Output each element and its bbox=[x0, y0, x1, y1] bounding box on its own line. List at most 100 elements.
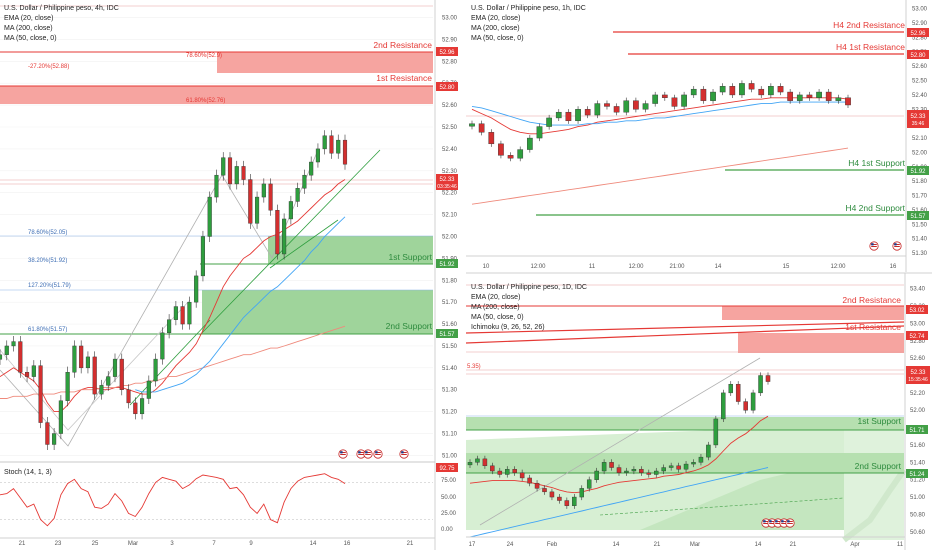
candle bbox=[234, 166, 239, 185]
fib-label: 127.20%(51.79) bbox=[28, 283, 71, 289]
price-tick: 52.60 bbox=[442, 103, 458, 109]
flag-icon[interactable] bbox=[363, 449, 373, 459]
candle bbox=[609, 462, 614, 468]
price-tick: 51.30 bbox=[912, 251, 928, 257]
time-tick: 12:00 bbox=[530, 264, 546, 270]
time-tick: 14 bbox=[310, 541, 317, 547]
price-tick: 52.00 bbox=[442, 234, 458, 240]
candle bbox=[133, 402, 138, 415]
tag: 53.02 bbox=[909, 308, 925, 314]
d1-flags bbox=[761, 518, 795, 528]
d1-moving-averages bbox=[469, 415, 769, 538]
candle bbox=[167, 319, 172, 334]
time-tick: 14 bbox=[613, 542, 620, 548]
d1-time-axis[interactable]: 17 24 Feb 14 21 Mar 14 21 Apr 11 bbox=[469, 542, 904, 548]
candle bbox=[652, 94, 659, 104]
ma-line bbox=[0, 325, 346, 399]
candle bbox=[342, 139, 348, 165]
candle bbox=[336, 139, 341, 154]
h4-title: U.S. Dollar / Philippine peso, 4h, IDC bbox=[4, 5, 119, 12]
candle bbox=[584, 109, 591, 116]
fib-label: 78.60%(52.05) bbox=[28, 230, 67, 236]
candle bbox=[106, 376, 111, 386]
h4-time-axis[interactable]: 21 23 25 Mar 3 7 9 14 16 21 bbox=[19, 541, 414, 547]
d1-zone-2nd-resistance bbox=[722, 306, 904, 320]
tag: 52.96 bbox=[910, 31, 926, 37]
h1-time-axis[interactable]: 10 12:00 11 12:00 21:00 14 15 12:00 16 bbox=[483, 264, 897, 270]
candle bbox=[546, 117, 552, 127]
price-tick: 51.40 bbox=[442, 366, 458, 372]
price-tick: 52.00 bbox=[912, 150, 928, 156]
d1-price-axis[interactable]: 53.4053.2053.0052.8052.6052.4052.2052.00… bbox=[910, 287, 926, 536]
zone-label: H4 2nd Support bbox=[845, 203, 905, 213]
candle bbox=[512, 469, 517, 473]
flag-icon[interactable] bbox=[869, 241, 879, 251]
candle bbox=[241, 166, 246, 180]
svg-text:0.00: 0.00 bbox=[441, 527, 453, 533]
candle bbox=[38, 365, 43, 423]
candle bbox=[194, 275, 199, 303]
price-tick: 51.20 bbox=[442, 410, 458, 416]
zone-label: 1st Support bbox=[858, 416, 902, 426]
price-tick: 52.80 bbox=[910, 339, 926, 345]
time-tick: 24 bbox=[507, 542, 514, 548]
candle bbox=[99, 385, 104, 395]
flag-icon[interactable] bbox=[785, 518, 795, 528]
flag-icon[interactable] bbox=[373, 449, 383, 459]
candle bbox=[79, 345, 84, 369]
zone-label: 2nd Resistance bbox=[842, 295, 901, 305]
flag-icon[interactable] bbox=[399, 449, 409, 459]
price-tag: 52.33 bbox=[910, 114, 926, 120]
candle bbox=[519, 472, 525, 479]
candle bbox=[24, 372, 30, 377]
zone-label: H4 1st Support bbox=[848, 158, 905, 168]
price-tick: 51.20 bbox=[910, 478, 926, 484]
candle bbox=[146, 380, 151, 399]
candle bbox=[322, 135, 327, 150]
candle bbox=[507, 155, 514, 159]
h1-zone-labels: H4 2nd Resistance H4 1st Resistance H4 1… bbox=[833, 20, 905, 213]
price-tick: 52.50 bbox=[912, 79, 928, 85]
zone-label: 2nd Support bbox=[386, 321, 433, 331]
price-tick: 51.60 bbox=[442, 322, 458, 328]
candle bbox=[160, 332, 165, 360]
candle bbox=[845, 97, 851, 106]
fib-label: 38.20%(51.92) bbox=[28, 258, 67, 264]
countdown: 15:35:46 bbox=[908, 377, 928, 383]
price-tick: 52.90 bbox=[912, 21, 928, 27]
d1-title: U.S. Dollar / Philippine peso, 1D, IDC bbox=[471, 284, 587, 291]
price-tick: 52.50 bbox=[442, 125, 458, 131]
flag-icon[interactable] bbox=[338, 449, 348, 459]
candle bbox=[527, 477, 532, 484]
candle bbox=[126, 389, 131, 404]
flag-icon[interactable] bbox=[892, 241, 902, 251]
candle bbox=[555, 111, 562, 119]
h4-price-axis[interactable]: 53.0052.9052.8052.7052.6052.5052.4052.30… bbox=[442, 16, 458, 460]
h1-title: U.S. Dollar / Philippine peso, 1h, IDC bbox=[471, 5, 586, 12]
h1-indicator: MA (200, close) bbox=[471, 25, 520, 32]
d1-zone-1st-support bbox=[466, 417, 904, 430]
tag: 52.96 bbox=[439, 50, 455, 56]
h4-zone-labels: 2nd Resistance 1st Resistance 1st Suppor… bbox=[373, 40, 432, 331]
candle bbox=[676, 465, 681, 470]
zone-label: 1st Resistance bbox=[845, 322, 901, 332]
price-tick: 51.50 bbox=[912, 222, 928, 228]
h1-moving-averages bbox=[471, 97, 849, 205]
candle bbox=[681, 94, 687, 107]
candle bbox=[200, 236, 206, 277]
h4-legend: U.S. Dollar / Philippine peso, 4h, IDC E… bbox=[4, 5, 119, 42]
candle bbox=[469, 123, 475, 127]
candle bbox=[604, 103, 610, 107]
candle bbox=[743, 401, 748, 411]
candle bbox=[31, 365, 36, 377]
time-tick: 3 bbox=[170, 541, 174, 547]
candle bbox=[119, 358, 124, 390]
candle bbox=[796, 94, 803, 101]
h4-fib-labels: 78.60%(52.9) -27.20%(52.88) 61.80%(52.76… bbox=[28, 53, 225, 333]
candle bbox=[728, 383, 733, 394]
tag: 51.57 bbox=[439, 332, 455, 338]
price-tick: 52.20 bbox=[442, 191, 458, 197]
time-tick: 7 bbox=[212, 541, 216, 547]
ma-line bbox=[471, 97, 849, 135]
fib-label: 5.35) bbox=[467, 364, 481, 370]
